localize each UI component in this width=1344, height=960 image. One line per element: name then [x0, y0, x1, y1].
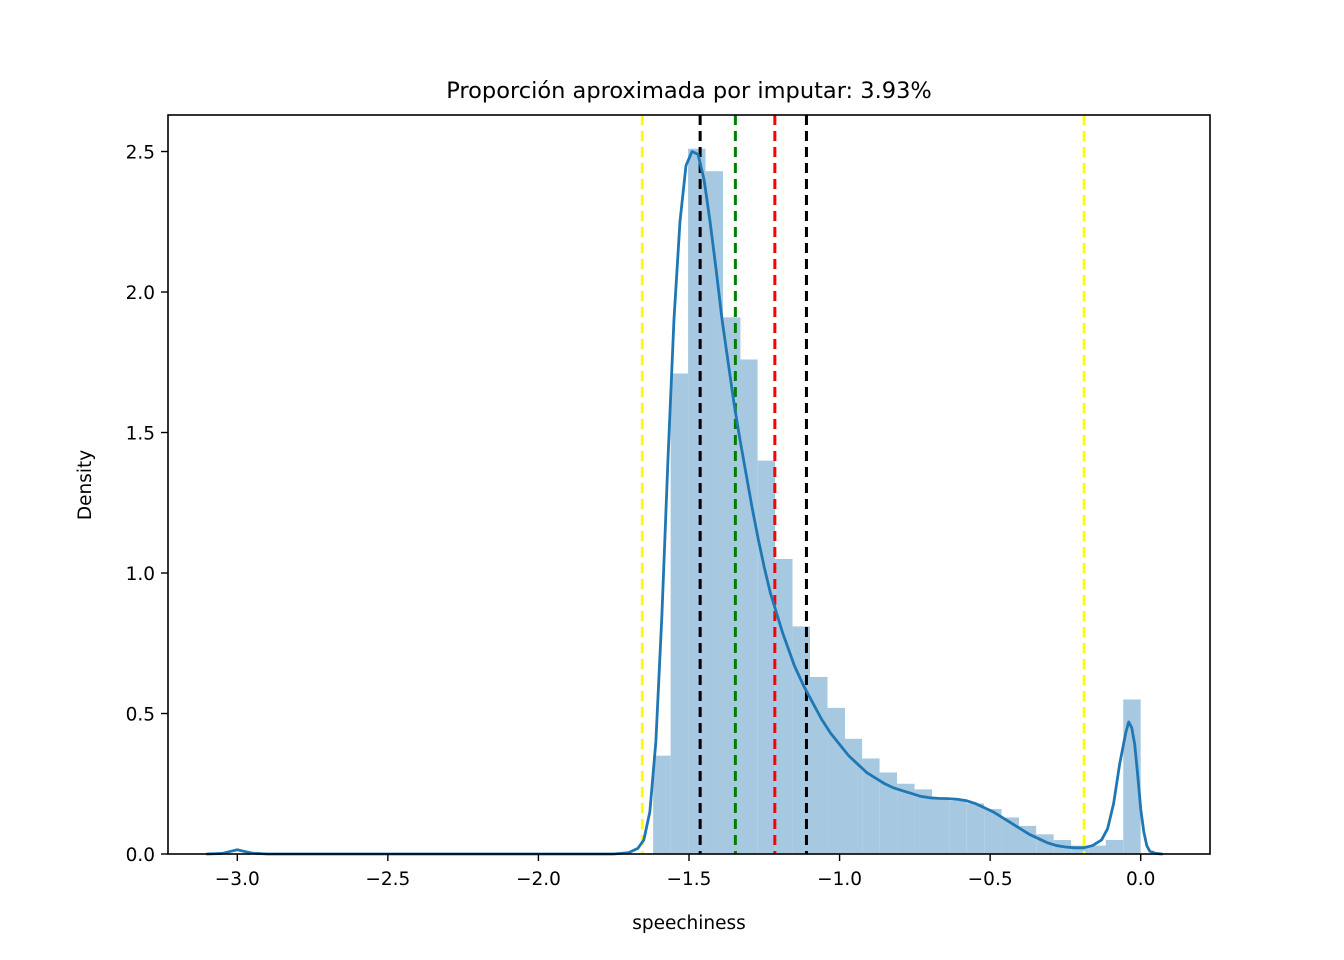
- histogram-bar-2: [688, 148, 706, 855]
- histogram-bar-4: [723, 317, 741, 854]
- x-tick-label: −1.5: [667, 869, 712, 890]
- x-tick-label: −0.5: [968, 869, 1013, 890]
- histogram-bar-6: [757, 460, 776, 854]
- histogram-bar-5: [740, 359, 758, 854]
- y-tick-label: 2.5: [126, 143, 155, 164]
- y-tick-label: 0.5: [126, 705, 155, 726]
- histogram-bar-13: [879, 772, 898, 854]
- x-tick-label: −2.5: [365, 869, 410, 890]
- y-tick-label: 0.0: [126, 845, 155, 866]
- histogram-bar-24: [1071, 845, 1089, 854]
- histogram-bar-27: [1123, 699, 1141, 854]
- histogram-bar-14: [897, 783, 915, 854]
- histogram-bar-16: [931, 797, 950, 854]
- histogram-bar-7: [775, 558, 793, 854]
- y-tick-label: 1.5: [126, 424, 155, 445]
- y-axis-label: Density: [75, 450, 96, 520]
- histogram-bar-1: [670, 373, 689, 854]
- histogram-bar-26: [1105, 839, 1124, 854]
- x-tick-label: −2.0: [516, 869, 561, 890]
- x-tick-label: −3.0: [215, 869, 260, 890]
- histogram-bar-11: [844, 738, 863, 854]
- histogram-bar-25: [1088, 845, 1107, 854]
- kde-curve: [205, 150, 1164, 856]
- reference-lines: [640, 115, 1086, 854]
- y-tick-label: 1.0: [126, 564, 155, 585]
- histogram-bar-10: [827, 707, 845, 854]
- histogram-bar-15: [914, 789, 932, 854]
- x-axis-label: speechiness: [632, 913, 746, 934]
- x-tick-label: 0.0: [1126, 869, 1155, 890]
- histogram-bar-17: [949, 800, 967, 854]
- y-tick-label: 2.0: [126, 283, 155, 304]
- histogram-bar-19: [984, 809, 1002, 854]
- y-axis-ticks: 0.0 0.5 1.0 1.5 2.0 2.5: [126, 143, 168, 866]
- x-tick-label: −1.0: [817, 869, 862, 890]
- histogram-bar-18: [966, 803, 985, 854]
- histogram-bar-3: [705, 171, 723, 854]
- histogram-bar-12: [862, 758, 880, 854]
- histogram-bar-0: [653, 755, 671, 854]
- x-axis-ticks: −3.0 −2.5 −2.0 −1.5 −1.0 −0.5 0.0: [215, 854, 1155, 890]
- chart-title: Proporción aproximada por imputar: 3.93%: [446, 78, 932, 104]
- histogram-bar-21: [1018, 825, 1037, 854]
